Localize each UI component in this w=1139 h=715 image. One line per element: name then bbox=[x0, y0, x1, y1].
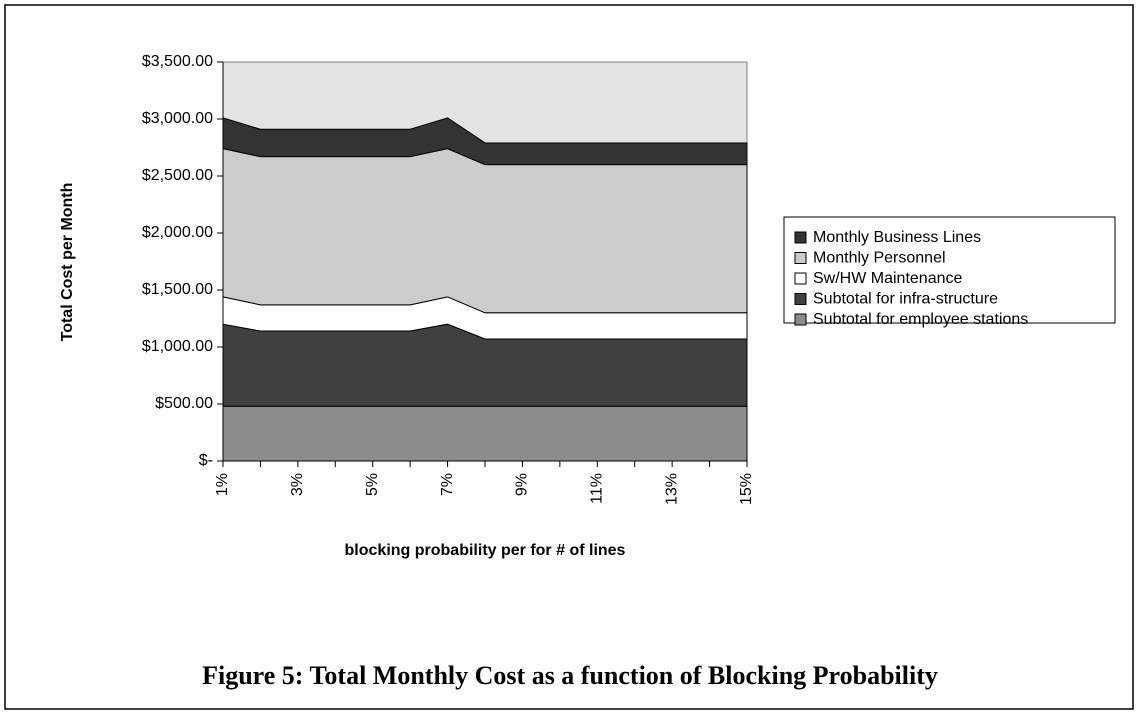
legend-swatch bbox=[794, 252, 807, 264]
y-tick-label: $3,500.00 bbox=[142, 53, 213, 70]
y-tick-label: $1,500.00 bbox=[142, 281, 213, 298]
legend-label: Monthly Business Lines bbox=[813, 229, 981, 246]
legend-swatch bbox=[794, 272, 807, 285]
legend-label: Subtotal for employee stations bbox=[813, 311, 1028, 328]
x-tick-label: 13% bbox=[663, 473, 680, 505]
legend-swatch bbox=[794, 231, 807, 244]
y-tick-label: $500.00 bbox=[155, 395, 213, 412]
y-tick-label: $3,000.00 bbox=[142, 110, 213, 127]
x-tick-label: 5% bbox=[364, 473, 381, 496]
x-tick-label: 3% bbox=[289, 473, 306, 496]
legend-label: Subtotal for infra-structure bbox=[813, 291, 998, 308]
legend-label: Sw/HW Maintenance bbox=[813, 270, 962, 287]
chart-title: Figure 5: Total Monthly Cost as a functi… bbox=[202, 661, 938, 690]
x-axis-label: blocking probability per for # of lines bbox=[345, 542, 626, 559]
x-tick-label: 7% bbox=[439, 473, 456, 496]
legend-swatch bbox=[794, 313, 807, 326]
legend bbox=[783, 216, 1116, 324]
legend-label: Monthly Personnel bbox=[813, 250, 946, 267]
y-tick-label: $1,000.00 bbox=[142, 338, 213, 355]
y-tick-label: $2,000.00 bbox=[142, 224, 213, 241]
area bbox=[222, 405, 748, 462]
area bbox=[222, 148, 748, 314]
x-tick-label: 15% bbox=[738, 473, 755, 505]
x-tick-label: 1% bbox=[214, 473, 231, 496]
y-tick-label: $2,500.00 bbox=[142, 167, 213, 184]
x-tick-label: 9% bbox=[514, 473, 531, 496]
y-tick-label: $- bbox=[199, 452, 213, 469]
y-axis-label: Total Cost per Month bbox=[59, 183, 76, 342]
area bbox=[222, 117, 748, 166]
x-tick-label: 11% bbox=[589, 473, 606, 504]
legend-swatch bbox=[794, 293, 807, 305]
